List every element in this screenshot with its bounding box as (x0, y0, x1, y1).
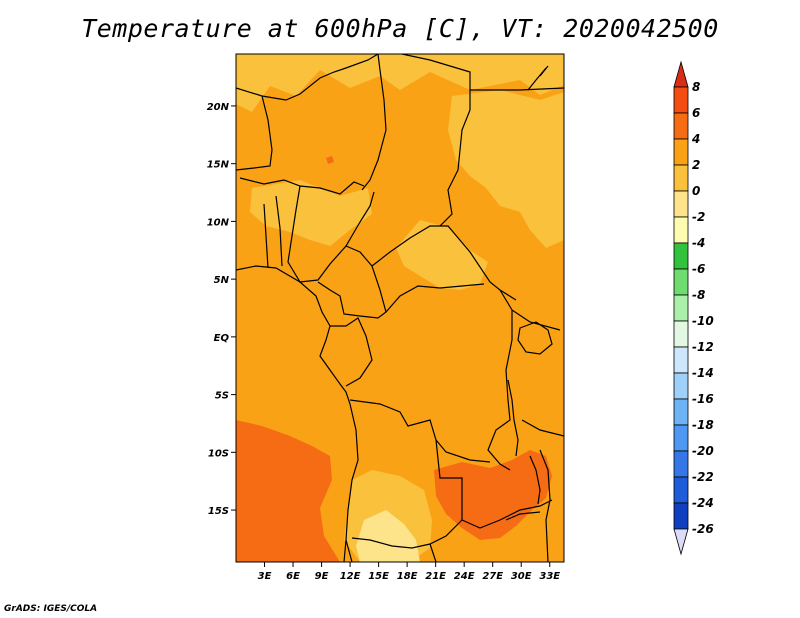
lon-tick-label: 33E (539, 571, 560, 582)
colorbar-segment (673, 372, 689, 400)
border-libya-chad (401, 54, 471, 110)
lake-kariba (505, 511, 541, 521)
lake-tanganyika (507, 379, 519, 457)
colorbar-label: 6 (692, 106, 700, 120)
colorbar-label: -2 (692, 210, 705, 224)
field-mild-south (356, 510, 420, 562)
colorbar-label: -24 (692, 496, 714, 510)
colorbar-segment (673, 190, 689, 218)
latitude-axis: 20N 15N 10N 5N EQ 5S 10S 15S (207, 102, 236, 517)
border-benin-togo (263, 195, 283, 269)
lat-tick-label: EQ (214, 333, 230, 344)
lat-tick-label: 5S (215, 391, 229, 402)
border-drc-east (487, 289, 513, 471)
colorbar-label: -18 (692, 418, 714, 432)
temperature-field (236, 54, 564, 562)
lat-tick-label: 15N (207, 160, 230, 171)
lat-tick-label: 15S (208, 506, 229, 517)
colorbar-segment (673, 450, 689, 478)
field-hot-southwest (236, 420, 340, 562)
colorbar-label: -26 (692, 522, 714, 536)
credit-text: GrADS: IGES/COLA (4, 604, 98, 614)
colorbar-segment (673, 242, 689, 270)
lon-tick-label: 21E (425, 571, 446, 582)
field-hot-spot-south (290, 514, 300, 524)
colorbar-segment (673, 138, 689, 166)
lon-tick-label: 6E (286, 571, 300, 582)
border-congo-car (385, 283, 485, 313)
colorbar-segment (673, 268, 689, 296)
border-angola-zambia (351, 439, 463, 549)
colorbar-segment (673, 216, 689, 244)
border-zambia-south (461, 499, 553, 529)
border-chad-sudan (439, 109, 471, 227)
colorbar-label: -4 (692, 236, 705, 250)
border-burkina (239, 177, 365, 195)
colorbar-label: -8 (692, 288, 705, 302)
field-warm-north (236, 54, 564, 112)
colorbar-label: -10 (692, 314, 714, 328)
field-warm-east (448, 90, 564, 248)
colorbar-segment (673, 424, 689, 452)
colorbar-label: -14 (692, 366, 714, 380)
border-mali-niger (236, 95, 273, 171)
lat-tick-label: 10S (208, 448, 229, 459)
lat-tick-label: 10N (207, 217, 230, 228)
colorbar-segment (673, 86, 689, 114)
map-title: Temperature at 600hPa [C], VT: 202004250… (81, 14, 719, 43)
colorbar-segment (673, 164, 689, 192)
colorbar-segment (673, 346, 689, 374)
border-nigeria (287, 185, 375, 283)
border-drc-angola (349, 399, 491, 463)
colorbar-segment (673, 476, 689, 504)
lat-tick-label: 5N (214, 275, 230, 286)
border-car (371, 225, 517, 301)
colorbar-label: 4 (691, 132, 700, 146)
colorbar-bottom-arrow (673, 528, 689, 556)
colorbar-segment (673, 398, 689, 426)
lat-tick-label: 20N (207, 102, 230, 113)
border-namibia (343, 539, 437, 562)
lon-tick-label: 30E (511, 571, 532, 582)
lake-victoria (517, 321, 553, 355)
border-gabon-congo (330, 317, 373, 387)
colorbar-label: -16 (692, 392, 714, 406)
colorbar-label: 8 (692, 80, 700, 94)
lake-malawi (529, 455, 541, 505)
map-frame (235, 53, 565, 563)
colorbar-segment (673, 112, 689, 140)
border-cameroon (317, 245, 387, 319)
lon-tick-label: 9E (315, 571, 329, 582)
red-sea-coast (527, 65, 549, 91)
border-algeria-niger (236, 54, 379, 101)
lon-tick-label: 27E (482, 571, 503, 582)
border-tanzania (511, 309, 564, 437)
longitude-axis: 3E 6E 9E 12E 15E 18E 21E 24E 27E 30E 33E (258, 562, 560, 582)
colorbar-label: 2 (692, 158, 700, 172)
border-mozambique (539, 449, 551, 562)
colorbar-label: -20 (692, 444, 714, 458)
field-hot-southeast (434, 450, 552, 540)
colorbar-top-arrow (673, 60, 689, 88)
lon-tick-label: 24E (454, 571, 475, 582)
field-hot-spot-north (326, 156, 334, 164)
colorbar-segment (673, 320, 689, 348)
lon-tick-label: 3E (258, 571, 272, 582)
colorbar: 8 6 4 2 0 -2 -4 -6 -8 -10 -12 -14 -16 -18 -20 -22 -24 -26 (673, 60, 714, 556)
colorbar-label: 0 (692, 184, 700, 198)
colorbar-label: -22 (692, 470, 714, 484)
colorbar-label: -6 (692, 262, 705, 276)
colorbar-segment (673, 502, 689, 530)
lon-tick-label: 15E (368, 571, 389, 582)
colorbar-label: -12 (692, 340, 714, 354)
lon-tick-label: 12E (340, 571, 361, 582)
coastline-west (236, 265, 359, 562)
border-niger-chad (361, 54, 387, 191)
border-egypt-sudan (470, 87, 564, 91)
country-borders (236, 54, 564, 562)
lon-tick-label: 18E (397, 571, 418, 582)
colorbar-segment (673, 294, 689, 322)
field-warm-central (396, 220, 488, 290)
